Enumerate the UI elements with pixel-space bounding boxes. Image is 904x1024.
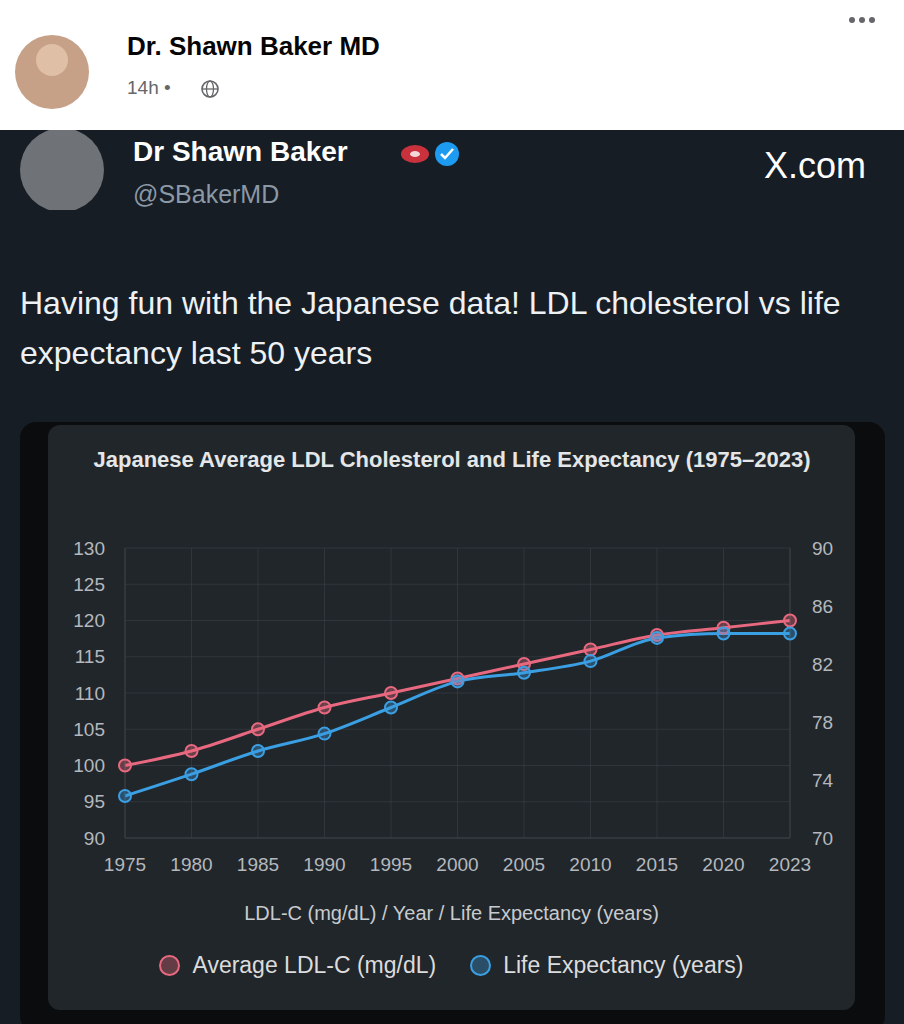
html-text:Life Expectancy (years): Life Expectancy (years) [503,952,744,978]
html-text:LDL-C (mg/dL) / Year / Life Ex: LDL-C (mg/dL) / Year / Life Expectancy (… [244,902,659,924]
svg-text:120: 120 [73,610,105,631]
html-text:Japanese Average LDL Cholester: Japanese Average LDL Cholesterol and Lif… [93,447,811,472]
svg-text:1995: 1995 [370,854,412,875]
svg-text:2010: 2010 [569,854,611,875]
html-text:Dr. Shawn Baker MD: Dr. Shawn Baker MD [127,31,380,61]
html-text:Having fun with the Japanese d: Having fun with the Japanese data! LDL c… [20,285,841,371]
html-text:X.com: X.com [764,145,866,186]
svg-text:100: 100 [73,755,105,776]
svg-text:130: 130 [73,538,105,559]
svg-text:110: 110 [75,683,105,704]
svg-text:86: 86 [812,596,833,617]
svg-text:1990: 1990 [303,854,345,875]
svg-text:2015: 2015 [636,854,678,875]
svg-text:2020: 2020 [702,854,744,875]
svg-text:125: 125 [73,574,105,595]
html-text:@SBakerMD: @SBakerMD [133,180,280,208]
svg-text:1985: 1985 [237,854,279,875]
svg-text:74: 74 [812,770,834,791]
svg-text:70: 70 [812,828,833,849]
html-text:14h •: 14h • [127,77,171,98]
svg-text:2000: 2000 [436,854,478,875]
svg-text:115: 115 [75,646,105,667]
svg-text:95: 95 [84,791,105,812]
svg-text:90: 90 [84,828,105,849]
html-text:Dr Shawn Baker: Dr Shawn Baker [133,136,348,167]
svg-text:82: 82 [812,654,833,675]
svg-text:1975: 1975 [104,854,146,875]
svg-text:1980: 1980 [170,854,212,875]
svg-text:2023: 2023 [769,854,811,875]
svg-text:105: 105 [73,719,105,740]
svg-text:90: 90 [812,538,833,559]
svg-text:78: 78 [812,712,833,733]
html-text:Average LDL-C (mg/dL): Average LDL-C (mg/dL) [192,952,437,978]
svg-text:2005: 2005 [503,854,545,875]
